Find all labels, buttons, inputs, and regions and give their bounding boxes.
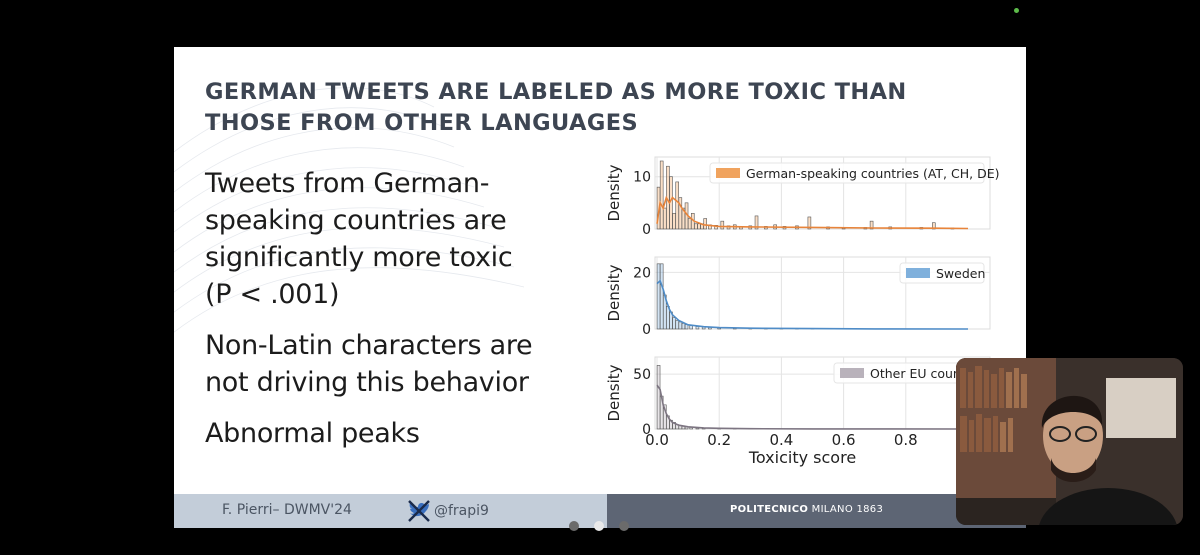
institution-label: POLITECNICO MILANO 1863 <box>730 504 883 515</box>
kde-line <box>656 279 969 330</box>
histogram-bar <box>659 160 664 230</box>
bullet-item: Tweets from German-speaking countries ar… <box>205 168 513 310</box>
x-tick-label: 0.6 <box>832 431 856 449</box>
y-axis-label: Density <box>605 164 623 221</box>
histogram-bar <box>720 220 725 230</box>
histogram-bar <box>869 220 874 230</box>
page-dot[interactable] <box>619 521 629 531</box>
y-axis-label: Density <box>605 364 623 421</box>
histogram-bar <box>656 263 661 330</box>
x-tick-label: 0.2 <box>707 431 731 449</box>
histogram-bar <box>681 323 686 330</box>
x-tick-label: 0.4 <box>769 431 793 449</box>
speaker-video-frame <box>956 358 1183 525</box>
histogram-bar <box>754 215 759 230</box>
bullet-item: Abnormal peaks <box>205 418 420 449</box>
toxicity-histogram-chart: 0 10 Density German-speaking countries (AT,… <box>605 156 999 467</box>
page-dot-active[interactable] <box>594 521 604 531</box>
histogram-bar <box>659 263 664 330</box>
footer-handle: @frapi9 <box>434 503 489 519</box>
bullet-item: Non-Latin characters are not driving thi… <box>205 330 533 398</box>
kde-line <box>656 195 969 230</box>
page-dot[interactable] <box>569 521 579 531</box>
legend-label: Sweden <box>936 266 985 281</box>
histogram-bar <box>694 223 698 230</box>
histogram-bar <box>687 218 692 230</box>
y-tick-label: 0 <box>642 422 651 438</box>
histogram-bar <box>672 213 676 230</box>
legend-label: German-speaking countries (AT, CH, DE) <box>746 166 999 181</box>
footer-author: F. Pierri– DWMV'24 <box>222 502 352 518</box>
chart-panel: 0 10 Density German-speaking countries (AT,… <box>605 156 999 238</box>
y-tick-label: 20 <box>633 265 651 281</box>
footer-left-bar: F. Pierri– DWMV'24 @frapi9 <box>174 494 607 528</box>
footer-social: @frapi9 <box>407 499 489 523</box>
histogram-bar <box>697 223 701 230</box>
histogram-bar <box>662 207 667 230</box>
status-indicator-dot <box>1014 8 1019 13</box>
chart-panel: 0 20 Density Sweden <box>605 256 991 338</box>
histogram-bar <box>656 365 661 430</box>
slide-title: GERMAN TWEETS ARE LABELED AS MORE TOXIC … <box>205 79 907 136</box>
x-axis-label: Toxicity score <box>748 448 856 467</box>
x-tick-label: 0.0 <box>645 431 669 449</box>
histogram-bar <box>807 216 812 230</box>
institution-name: POLITECNICO <box>730 504 809 515</box>
x-tick-label: 0.8 <box>894 431 918 449</box>
y-tick-label: 50 <box>633 367 651 383</box>
slide-pagination <box>569 521 629 531</box>
y-axis-label: Density <box>605 264 623 321</box>
webcam-video-tile[interactable] <box>956 358 1183 525</box>
decorative-swirl-background <box>174 87 525 333</box>
kde-line <box>656 384 969 430</box>
twitter-bird-crossed-icon <box>408 500 430 522</box>
histogram-bar <box>672 317 676 330</box>
y-tick-label: 0 <box>642 222 651 238</box>
institution-suffix: MILANO 1863 <box>808 504 884 515</box>
histogram-bar <box>675 181 679 230</box>
legend-swatch <box>716 168 740 178</box>
legend-swatch <box>906 268 930 278</box>
y-tick-label: 0 <box>642 322 651 338</box>
legend-swatch <box>840 368 864 378</box>
histogram-bar <box>678 321 683 330</box>
histogram-bar <box>703 218 707 230</box>
histogram-bar <box>675 320 679 330</box>
bullet-list: Tweets from German-speaking countries ar… <box>205 165 545 466</box>
presentation-slide: GERMAN TWEETS ARE LABELED AS MORE TOXIC … <box>174 47 1026 528</box>
histogram-bar <box>932 222 936 230</box>
y-tick-label: 10 <box>633 170 651 186</box>
legend-box <box>709 162 985 184</box>
